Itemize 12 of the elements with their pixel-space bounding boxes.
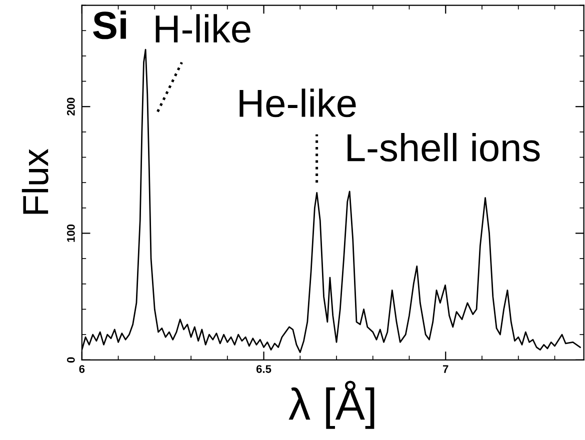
- y-tick-label: 200: [66, 98, 75, 116]
- x-axis-title: λ [Å]: [288, 380, 374, 429]
- chart-title: Si: [93, 10, 126, 40]
- y-tick-label: 0: [66, 357, 75, 363]
- x-tick-label: 6: [79, 365, 85, 373]
- y-tick-label: 100: [66, 224, 75, 242]
- y-axis-title: Flux: [22, 148, 48, 214]
- x-tick-label: 6.5: [256, 365, 272, 373]
- x-tick-label: 7: [443, 365, 448, 373]
- annotation: He-like: [240, 88, 356, 118]
- annotation: L-shell ions: [348, 132, 540, 162]
- annotation: H-like: [156, 14, 250, 43]
